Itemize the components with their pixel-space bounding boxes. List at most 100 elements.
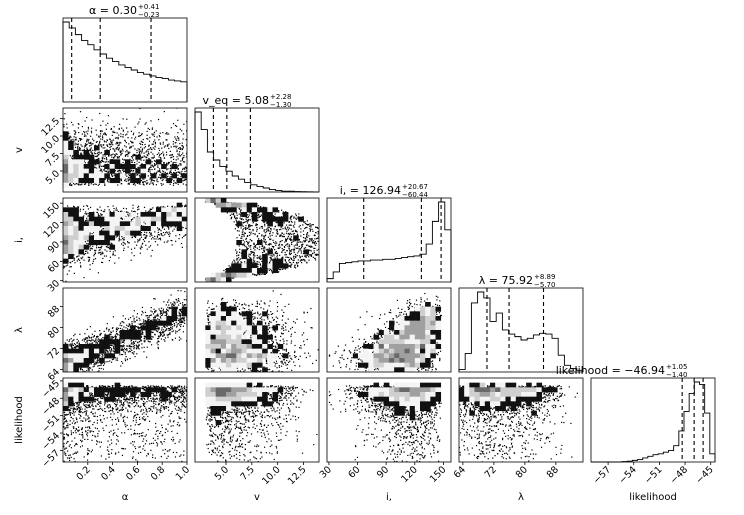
sample-point — [177, 397, 178, 398]
density-cell — [125, 226, 131, 231]
sample-point — [159, 136, 160, 137]
density-cell — [420, 363, 426, 368]
density-cell — [110, 245, 116, 250]
sample-point — [123, 402, 124, 403]
density-cell — [68, 363, 74, 368]
sample-point — [237, 218, 238, 219]
sample-point — [118, 328, 119, 329]
sample-point — [164, 327, 165, 328]
sample-point — [283, 328, 284, 329]
sample-point — [152, 332, 153, 333]
sample-point — [281, 232, 282, 233]
sample-point — [166, 139, 167, 140]
sample-point — [69, 458, 70, 459]
sample-point — [167, 133, 168, 134]
sample-point — [421, 375, 422, 376]
sample-point — [356, 363, 357, 364]
sample-point — [88, 139, 89, 140]
sample-point — [66, 374, 67, 375]
sample-point — [64, 437, 65, 438]
sample-point — [172, 328, 173, 329]
sample-point — [265, 232, 266, 233]
sample-point — [407, 284, 408, 285]
density-cell — [399, 339, 405, 344]
sample-point — [262, 228, 263, 229]
density-cell — [389, 349, 395, 354]
sample-point — [99, 113, 100, 114]
density-cell — [242, 344, 248, 349]
sample-point — [164, 146, 165, 147]
sample-point — [169, 176, 170, 177]
sample-point — [116, 236, 117, 237]
sample-point — [291, 264, 292, 265]
sample-point — [258, 238, 259, 239]
sample-point — [104, 249, 105, 250]
sample-point — [157, 167, 158, 168]
density-cell — [405, 358, 411, 363]
sample-point — [134, 347, 135, 348]
sample-point — [231, 218, 232, 219]
sample-point — [124, 348, 125, 349]
sample-point — [72, 124, 73, 125]
sample-point — [278, 370, 279, 371]
sample-point — [145, 210, 146, 211]
sample-point — [141, 343, 142, 344]
density-cell — [425, 363, 431, 368]
density-cell — [73, 159, 79, 164]
sample-point — [161, 334, 162, 335]
sample-point — [125, 179, 126, 180]
density-cell — [68, 169, 74, 174]
sample-point — [125, 156, 126, 157]
sample-point — [310, 229, 311, 230]
sample-point — [168, 144, 169, 145]
density-cell — [415, 325, 421, 330]
sample-point — [147, 149, 148, 150]
sample-point — [253, 222, 254, 223]
sample-point — [114, 132, 115, 133]
sample-point — [75, 432, 76, 433]
density-cell — [242, 321, 248, 326]
density-cell — [358, 353, 364, 358]
density-cell — [79, 349, 85, 354]
sample-point — [182, 304, 183, 305]
sample-point — [282, 269, 283, 270]
sample-point — [263, 251, 264, 252]
sample-point — [377, 328, 378, 329]
sample-point — [154, 238, 155, 239]
sample-point — [421, 376, 422, 377]
density-cell — [110, 212, 116, 217]
sample-point — [168, 162, 169, 163]
density-cell — [368, 344, 374, 349]
sample-point — [299, 246, 300, 247]
sample-point — [123, 208, 124, 209]
sample-point — [148, 171, 149, 172]
sample-point — [277, 306, 278, 307]
sample-point — [268, 229, 269, 230]
sample-point — [262, 273, 263, 274]
density-cell — [410, 358, 416, 363]
density-cell — [231, 363, 237, 368]
density-cell — [211, 311, 217, 316]
density-cell — [125, 231, 131, 236]
density-cell — [115, 339, 121, 344]
sample-point — [139, 324, 140, 325]
sample-point — [158, 239, 159, 240]
sample-point — [182, 138, 183, 139]
sample-point — [149, 129, 150, 130]
sample-point — [133, 133, 134, 134]
sample-point — [139, 318, 140, 319]
sample-point — [162, 443, 163, 444]
sample-point — [221, 299, 222, 300]
sample-point — [90, 150, 91, 151]
sample-point — [384, 314, 385, 315]
sample-point — [165, 133, 166, 134]
density-cell — [236, 349, 242, 354]
sample-point — [408, 381, 409, 382]
sample-point — [295, 230, 296, 231]
sample-point — [277, 302, 278, 303]
sample-point — [64, 266, 65, 267]
sample-point — [131, 156, 132, 157]
sample-point — [117, 210, 118, 211]
sample-point — [177, 154, 178, 155]
sample-point — [133, 348, 134, 349]
